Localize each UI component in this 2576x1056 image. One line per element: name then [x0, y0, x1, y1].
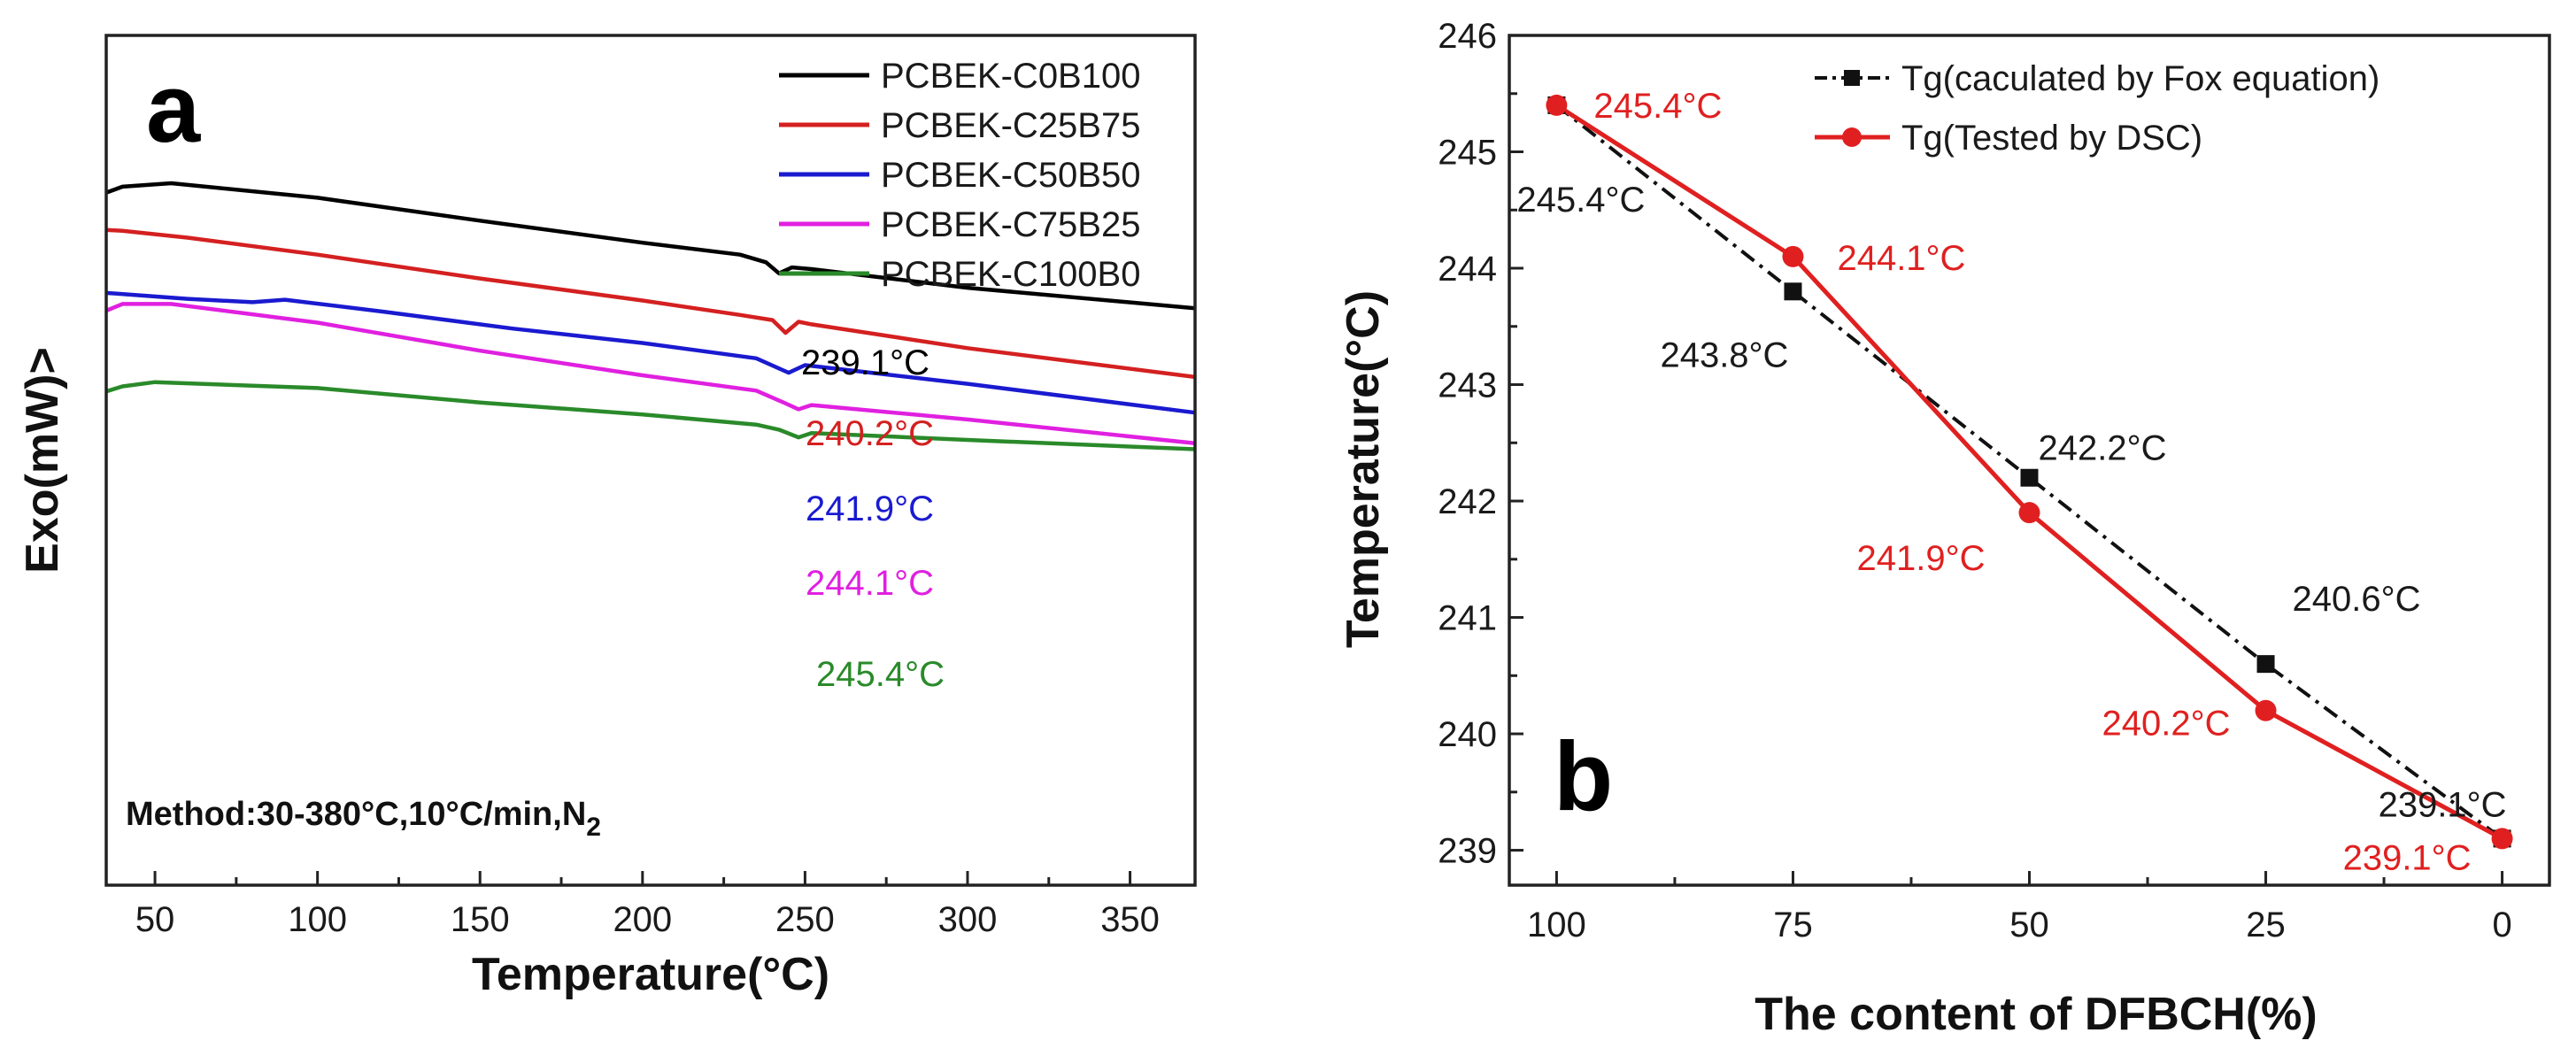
dsc-label-25: 240.2°C: [2102, 705, 2231, 744]
series-line-fox: [1555, 104, 2503, 841]
x-tick-label-100: 100: [288, 900, 347, 939]
legend-label-pcbek-c100b0: PCBEK-C100B0: [881, 255, 1140, 294]
fox-point-50: [2020, 468, 2039, 487]
fox-label-0: 239.1°C: [2379, 785, 2507, 824]
fox-point-75: [1784, 282, 1802, 301]
panel-b-plot-frame: [1508, 34, 2551, 887]
panel-a-plot-frame: [104, 34, 1197, 887]
curve-pcbek-c75b25: [105, 302, 1196, 446]
dsc-point-25: [2255, 699, 2277, 721]
tg-label-pcbek-c75b25: 244.1°C: [806, 564, 934, 603]
fox-label-100: 245.4°C: [1516, 181, 1645, 220]
tg-label-pcbek-c100b0: 245.4°C: [816, 655, 945, 694]
panel-a-x-axis: 50 100 150 200 250 300 350: [135, 871, 1160, 939]
panel-a-x-axis-label: Temperature(°C): [472, 949, 829, 1000]
panel-a-tg-annotations: 239.1°C 240.2°C 241.9°C 244.1°C 245.4°C: [801, 343, 945, 694]
panel-b-axes: 100 75 50 25 0 239 240 241 242 243 244 245 246: [1438, 17, 2511, 944]
legend-label-fox: Tg(caculated by Fox equation): [1901, 59, 2379, 98]
tg-label-pcbek-c50b50: 241.9°C: [806, 489, 934, 528]
curve-pcbek-c100b0: [105, 380, 1196, 451]
dsc-label-50: 241.9°C: [1857, 539, 1986, 578]
x-tick-label-150: 150: [451, 900, 510, 939]
legend-label-pcbek-c0b100: PCBEK-C0B100: [881, 57, 1140, 96]
panel-b-letter: b: [1554, 722, 1613, 831]
dsc-point-100: [1546, 94, 1568, 116]
tg-label-pcbek-c0b100: 239.1°C: [801, 343, 929, 382]
legend-label-dsc: Tg(Tested by DSC): [1901, 119, 2202, 158]
legend-marker-dsc: [1842, 127, 1862, 147]
panel-b-y-axis-label: Temperature(°C): [1338, 290, 1389, 648]
b-y-tick-label-242: 242: [1438, 482, 1497, 521]
panel-a-dsc-chart: 50 100 150 200 250 300 350 a Temperature(°C) E…: [17, 34, 1197, 1000]
b-y-tick-label-239: 239: [1438, 832, 1497, 871]
b-x-tick-label-100: 100: [1527, 906, 1586, 944]
panel-b-series: [1546, 94, 2513, 850]
panel-a-letter: a: [146, 54, 201, 163]
b-x-tick-label-0: 0: [2492, 906, 2511, 944]
b-y-tick-label-241: 241: [1438, 599, 1497, 638]
method-note: Method:30-380°C,10°C/min,N2: [126, 796, 601, 842]
x-tick-label-350: 350: [1100, 900, 1160, 939]
legend-label-pcbek-c25b75: PCBEK-C25B75: [881, 106, 1140, 145]
curve-pcbek-c0b100: [105, 181, 1196, 311]
x-tick-label-200: 200: [613, 900, 672, 939]
dsc-label-100: 245.4°C: [1593, 87, 1722, 126]
curve-pcbek-c25b75: [105, 227, 1196, 380]
fox-label-75: 243.8°C: [1660, 335, 1788, 374]
x-tick-label-300: 300: [938, 900, 998, 939]
legend-marker-fox: [1844, 70, 1860, 86]
dsc-point-0: [2491, 828, 2513, 850]
curve-pcbek-c50b50: [105, 290, 1196, 415]
x-tick-label-250: 250: [775, 900, 835, 939]
panel-a-y-axis-label: Exo(mW)>: [17, 347, 68, 574]
b-y-tick-label-244: 244: [1438, 250, 1497, 289]
panel-b-legend: Tg(caculated by Fox equation) Tg(Tested b…: [1815, 59, 2379, 158]
fox-point-25: [2256, 655, 2275, 674]
b-x-tick-label-75: 75: [1773, 906, 1813, 944]
b-y-tick-label-240: 240: [1438, 715, 1497, 754]
b-y-tick-label-246: 246: [1438, 17, 1497, 56]
dsc-curves: [105, 181, 1196, 451]
fox-label-50: 242.2°C: [2039, 429, 2167, 468]
dsc-point-50: [2018, 502, 2040, 524]
b-x-tick-label-25: 25: [2246, 906, 2286, 944]
dsc-point-75: [1782, 245, 1804, 267]
legend-label-pcbek-c50b50: PCBEK-C50B50: [881, 156, 1140, 195]
tg-label-pcbek-c25b75: 240.2°C: [806, 414, 934, 453]
x-tick-label-50: 50: [135, 900, 175, 939]
panel-a-legend: PCBEK-C0B100 PCBEK-C25B75 PCBEK-C50B50 PCBE…: [779, 57, 1140, 294]
panel-b-point-labels: 245.4°C 243.8°C 242.2°C 240.6°C 239.1°C 245.4…: [1516, 87, 2506, 877]
panel-b-tg-chart: 100 75 50 25 0 239 240 241 242 243 244 245 246 245.4…: [1338, 17, 2551, 1040]
b-y-tick-label-243: 243: [1438, 366, 1497, 405]
dsc-label-0: 239.1°C: [2343, 838, 2472, 877]
fox-label-25: 240.6°C: [2293, 580, 2421, 619]
legend-label-pcbek-c75b25: PCBEK-C75B25: [881, 205, 1140, 244]
b-x-tick-label-50: 50: [2009, 906, 2049, 944]
b-y-tick-label-245: 245: [1438, 134, 1497, 173]
dsc-label-75: 244.1°C: [1837, 239, 1965, 278]
panel-b-x-axis-label: The content of DFBCH(%): [1755, 989, 2317, 1040]
